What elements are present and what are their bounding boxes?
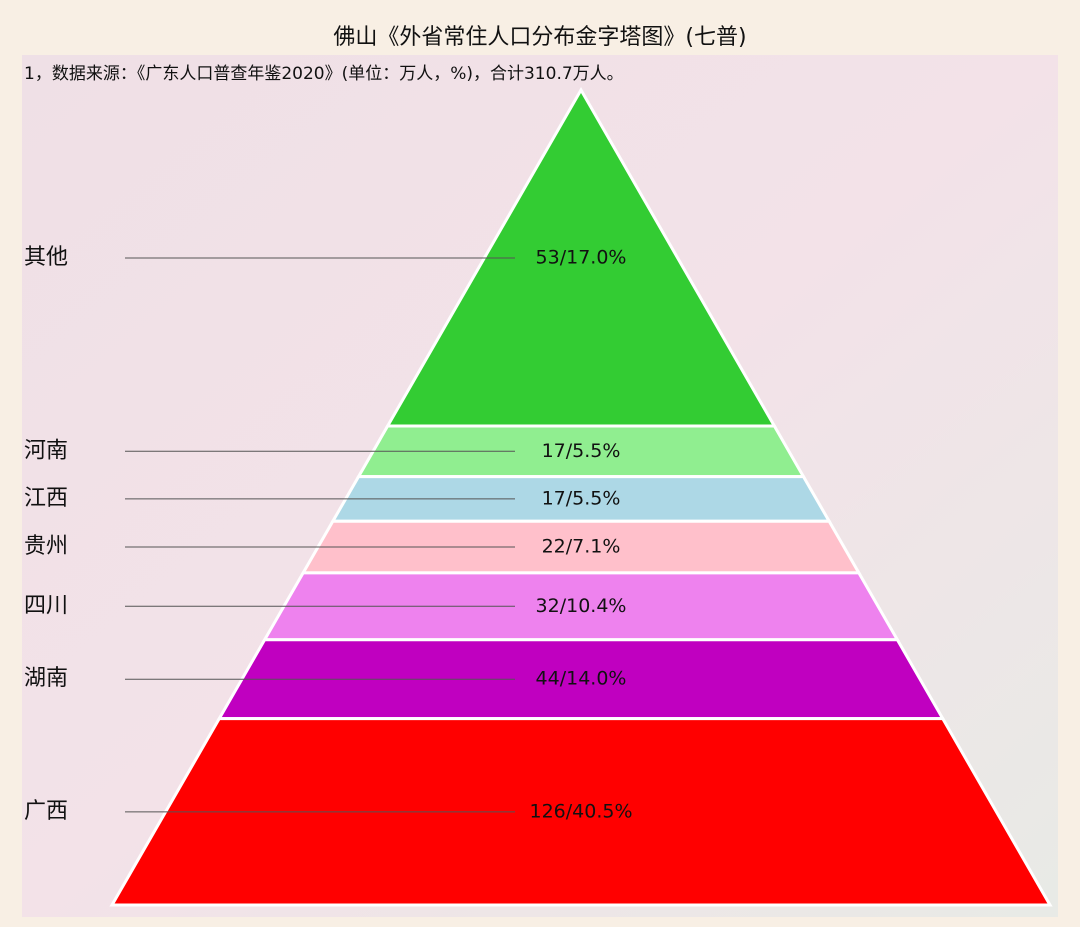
value-label: 22/7.1%: [542, 536, 621, 558]
category-label: 河南: [24, 438, 68, 463]
value-label: 44/14.0%: [536, 668, 627, 690]
category-label: 广西: [24, 799, 68, 824]
chart-title: 佛山《外省常住人口分布金字塔图》(七普): [333, 25, 746, 50]
category-label: 其他: [24, 245, 68, 270]
category-label: 江西: [24, 486, 68, 511]
pyramid-segment: [109, 717, 1053, 907]
category-label: 四川: [24, 593, 68, 618]
value-label: 126/40.5%: [529, 800, 632, 822]
value-label: 17/5.5%: [542, 440, 621, 462]
category-label: 湖南: [24, 666, 68, 691]
value-label: 17/5.5%: [542, 487, 621, 509]
value-label: 53/17.0%: [536, 247, 627, 269]
chart-subtitle: 1，数据来源：《广东人口普查年鉴2020》(单位：万人，%)，合计310.7万人…: [24, 64, 624, 84]
value-label: 32/10.4%: [536, 595, 627, 617]
category-label: 贵州: [24, 534, 68, 559]
